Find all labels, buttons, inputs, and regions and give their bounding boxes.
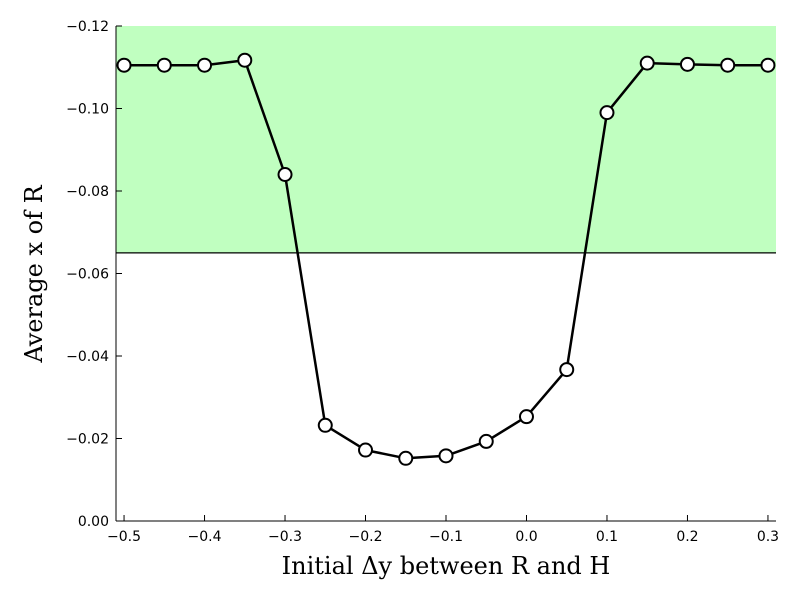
data-point bbox=[760, 57, 776, 73]
x-tick-label: 0.0 bbox=[515, 529, 537, 545]
y-tick-label: 0.00 bbox=[78, 514, 109, 530]
data-point bbox=[156, 57, 172, 73]
y-tick-label: −0.02 bbox=[66, 432, 109, 448]
y-tick-label: −0.04 bbox=[66, 349, 109, 365]
data-point bbox=[518, 409, 534, 425]
data-point bbox=[639, 55, 655, 71]
data-point bbox=[237, 52, 253, 68]
data-point bbox=[720, 57, 736, 73]
data-point bbox=[358, 442, 374, 458]
data-point bbox=[438, 448, 454, 464]
x-tick-label: −0.1 bbox=[429, 529, 463, 545]
y-tick-label: −0.08 bbox=[66, 184, 109, 200]
data-point bbox=[317, 417, 333, 433]
x-tick-label: −0.2 bbox=[349, 529, 383, 545]
x-tick-label: 0.2 bbox=[676, 529, 698, 545]
y-tick-label: −0.10 bbox=[66, 102, 109, 118]
shaded-region bbox=[116, 26, 776, 253]
y-tick-label: −0.12 bbox=[66, 19, 109, 35]
x-axis-label: Initial Δy between R and H bbox=[282, 552, 611, 580]
data-point bbox=[116, 57, 132, 73]
series-layer bbox=[116, 52, 776, 466]
x-tick-label: −0.3 bbox=[268, 529, 302, 545]
data-point bbox=[559, 362, 575, 378]
y-axis-label: Average x of R bbox=[20, 184, 48, 363]
x-tick-label: −0.5 bbox=[107, 529, 141, 545]
data-point bbox=[478, 433, 494, 449]
data-point bbox=[197, 57, 213, 73]
x-tick-label: 0.3 bbox=[757, 529, 779, 545]
y-tick-label: −0.06 bbox=[66, 267, 109, 283]
data-point bbox=[599, 105, 615, 121]
data-point bbox=[277, 167, 293, 182]
axis-titles: Initial Δy between R and H Average x of … bbox=[20, 184, 610, 580]
shaded-region-layer bbox=[116, 26, 776, 254]
ticks: −0.5 −0.4 −0.3 −0.2 −0.1 0.0 0.1 0.2 0.3 0.00 −0.0… bbox=[66, 19, 779, 545]
data-point bbox=[398, 450, 414, 466]
x-tick-label: 0.1 bbox=[596, 529, 618, 545]
x-tick-label: −0.4 bbox=[188, 529, 222, 545]
data-point bbox=[679, 56, 695, 72]
